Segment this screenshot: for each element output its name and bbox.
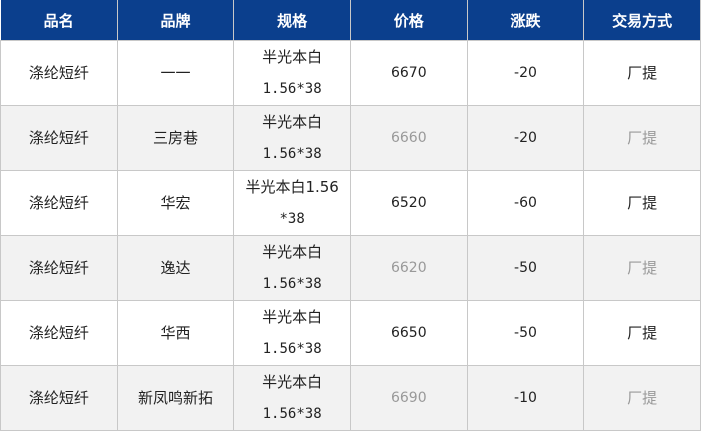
- table-header-row: 品名 品牌 规格 价格 涨跌 交易方式: [0, 0, 701, 41]
- column-header-change: 涨跌: [467, 0, 585, 41]
- cell-brand: 一一: [116, 40, 235, 106]
- cell-brand: 华宏: [116, 170, 235, 236]
- cell-change: -60: [466, 170, 585, 236]
- cell-product: 涤纶短纤: [0, 40, 118, 106]
- spec-line: *38: [279, 211, 305, 227]
- cell-product: 涤纶短纤: [0, 105, 118, 171]
- spec-line: 1.56*38: [262, 406, 322, 422]
- cell-price: 6520: [349, 170, 468, 236]
- cell-product: 涤纶短纤: [0, 300, 118, 366]
- table-row: 涤纶短纤 华宏 半光本白1.56 *38 6520 -60 厂提: [0, 170, 701, 236]
- column-header-product: 品名: [0, 0, 118, 41]
- cell-price: 6690: [349, 365, 468, 431]
- cell-change: -10: [466, 365, 585, 431]
- cell-trade-method: 厂提: [583, 170, 701, 236]
- cell-trade-method: 厂提: [583, 105, 701, 171]
- cell-brand: 三房巷: [116, 105, 235, 171]
- spec-line: 1.56*38: [262, 81, 322, 97]
- cell-price: 6620: [349, 235, 468, 301]
- spec-line: 1.56*38: [262, 276, 322, 292]
- column-header-brand: 品牌: [117, 0, 235, 41]
- cell-change: -20: [466, 40, 585, 106]
- table-row: 涤纶短纤 一一 半光本白 1.56*38 6670 -20 厂提: [0, 40, 701, 106]
- cell-spec: 半光本白 1.56*38: [233, 40, 351, 106]
- cell-spec: 半光本白 1.56*38: [233, 300, 351, 366]
- cell-spec: 半光本白 1.56*38: [233, 365, 351, 431]
- cell-trade-method: 厂提: [583, 365, 701, 431]
- cell-product: 涤纶短纤: [0, 235, 118, 301]
- cell-spec: 半光本白 1.56*38: [233, 235, 351, 301]
- cell-trade-method: 厂提: [583, 235, 701, 301]
- cell-spec: 半光本白1.56 *38: [233, 170, 351, 236]
- cell-price: 6660: [349, 105, 468, 171]
- spec-line: 1.56*38: [262, 146, 322, 162]
- table-row: 涤纶短纤 新凤鸣新拓 半光本白 1.56*38 6690 -10 厂提: [0, 365, 701, 431]
- cell-change: -20: [466, 105, 585, 171]
- cell-price: 6650: [349, 300, 468, 366]
- spec-line: 半光本白: [262, 243, 323, 261]
- spec-line: 1.56*38: [262, 341, 322, 357]
- cell-change: -50: [466, 235, 585, 301]
- cell-price: 6670: [349, 40, 468, 106]
- cell-brand: 逸达: [116, 235, 235, 301]
- column-header-trade-method: 交易方式: [583, 0, 701, 41]
- column-header-price: 价格: [350, 0, 468, 41]
- spec-line: 半光本白: [262, 113, 323, 131]
- table-row: 涤纶短纤 三房巷 半光本白 1.56*38 6660 -20 厂提: [0, 105, 701, 171]
- cell-product: 涤纶短纤: [0, 365, 118, 431]
- cell-spec: 半光本白 1.56*38: [233, 105, 351, 171]
- cell-brand: 新凤鸣新拓: [116, 365, 235, 431]
- table-row: 涤纶短纤 华西 半光本白 1.56*38 6650 -50 厂提: [0, 300, 701, 366]
- spec-line: 半光本白: [262, 308, 323, 326]
- cell-trade-method: 厂提: [583, 40, 701, 106]
- cell-product: 涤纶短纤: [0, 170, 118, 236]
- cell-brand: 华西: [116, 300, 235, 366]
- spec-line: 半光本白: [262, 373, 323, 391]
- cell-change: -50: [466, 300, 585, 366]
- table-row: 涤纶短纤 逸达 半光本白 1.56*38 6620 -50 厂提: [0, 235, 701, 301]
- column-header-spec: 规格: [233, 0, 351, 41]
- spec-line: 半光本白1.56: [245, 178, 339, 196]
- cell-trade-method: 厂提: [583, 300, 701, 366]
- spec-line: 半光本白: [262, 48, 323, 66]
